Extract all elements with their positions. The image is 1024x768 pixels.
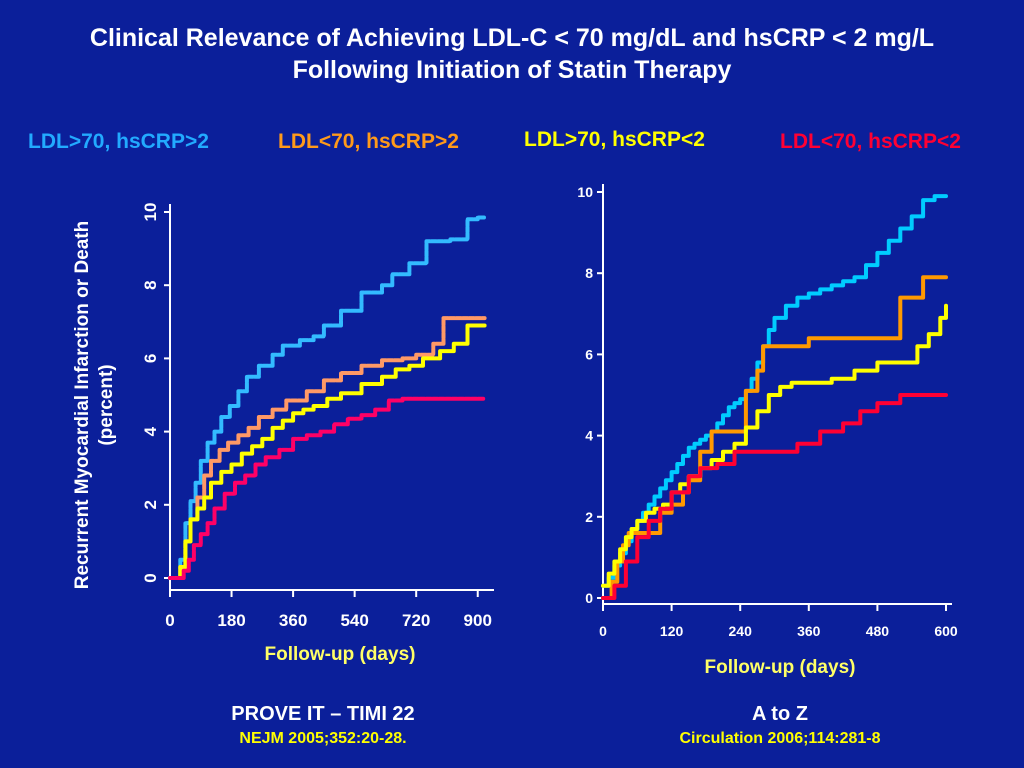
x-tick-label: 360 [279,611,307,630]
y-tick-label: 10 [141,203,160,222]
y-tick-label: 8 [141,280,160,289]
legend-item-ldl-lt70-hscrp-gt2: LDL<70, hsCRP>2 [278,130,459,153]
prove-it-chart: 0 2 4 6 8 10 0 180 360 540 720 900 Follow-up (days) R… [72,203,494,665]
y-tick-label: 4 [141,426,160,436]
x-tick-label: 180 [217,611,245,630]
x-tick-label: 360 [797,623,821,639]
y-tick-label: 6 [585,346,593,362]
series-line-ldl-70-hscrp-2 [168,316,487,580]
footer-study-right: A to Z [752,703,808,725]
y-tick-label: 2 [141,500,160,509]
footer-reference-left: NEJM 2005;352:20-28. [239,730,407,747]
x-axis-label: Follow-up (days) [705,657,856,678]
legend-item-ldl-gt70-hscrp-gt2: LDL>70, hsCRP>2 [28,130,209,153]
y-tick-label: 8 [585,265,593,281]
footer-study-left: PROVE IT – TIMI 22 [231,703,415,725]
series-line-ldl-70-hscrp-2 [601,393,948,600]
legend-item-ldl-lt70-hscrp-lt2: LDL<70, hsCRP<2 [780,130,961,153]
slide-title: Clinical Relevance of Achieving LDL-C < … [0,22,1024,86]
x-axis-label: Follow-up (days) [265,644,416,665]
title-line-1: Clinical Relevance of Achieving LDL-C < … [89,24,935,52]
y-tick-label: 0 [141,573,160,582]
series-line-ldl-70-hscrp-2 [168,215,487,580]
x-tick-label: 600 [934,623,958,639]
series-line-ldl-70-hscrp-2 [601,275,948,600]
footer-reference-right: Circulation 2006;114:281-8 [679,730,881,747]
y-axis-label: Recurrent Myocardial Infarction or Death… [72,221,117,589]
a-to-z-chart: 0 2 4 6 8 10 0 120 240 360 480 600 Follow-up (days) [577,184,958,678]
x-tick-label: 720 [402,611,430,630]
legend-item-ldl-gt70-hscrp-lt2: LDL>70, hsCRP<2 [524,128,705,151]
y-tick-label: 6 [141,354,160,363]
x-tick-label: 900 [464,611,492,630]
y-tick-label: 10 [577,184,593,200]
x-tick-label: 0 [165,611,174,630]
series-line-ldl-70-hscrp-2 [601,194,948,588]
title-line-2: Following Initiation of Statin Therapy [292,56,732,84]
y-tick-label: 4 [585,428,593,444]
series-line-ldl-70-hscrp-2 [601,303,948,588]
x-tick-label: 120 [660,623,684,639]
series-line-ldl-70-hscrp-2 [168,396,487,580]
x-tick-label: 480 [866,623,890,639]
x-tick-label: 0 [599,623,607,639]
y-tick-label: 2 [585,509,593,525]
x-tick-label: 240 [729,623,753,639]
x-tick-label: 540 [340,611,368,630]
y-tick-label: 0 [585,590,593,606]
series-line-ldl-70-hscrp-2 [168,323,487,580]
